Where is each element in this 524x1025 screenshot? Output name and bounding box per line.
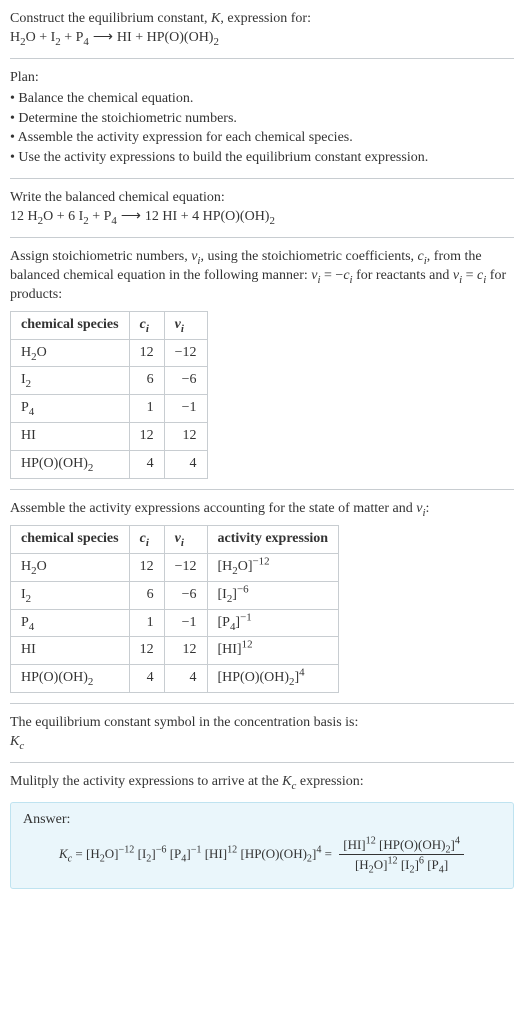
cell-ci: 4 (129, 451, 164, 479)
table-row: I26−6 (11, 367, 208, 395)
divider (10, 178, 514, 179)
table-row: P41−1[P4]−1 (11, 609, 339, 637)
cell-vi: 12 (164, 637, 207, 665)
cell-vi: −1 (164, 609, 207, 637)
table-header-row: chemical species ci νi activity expressi… (11, 525, 339, 553)
cell-ci: 1 (129, 395, 164, 423)
fraction-denominator: [H2O]12 [I2]6 [P4] (339, 855, 464, 874)
cell-species: HP(O)(OH)2 (11, 451, 130, 479)
activity-text: Assemble the activity expressions accoun… (10, 500, 514, 519)
cell-ci: 6 (129, 581, 164, 609)
col-species: chemical species (11, 311, 130, 339)
divider (10, 703, 514, 704)
cell-vi: −12 (164, 553, 207, 581)
cell-species: HP(O)(OH)2 (11, 665, 130, 693)
table-row: H2O12−12[H2O]−12 (11, 553, 339, 581)
cell-ci: 12 (129, 553, 164, 581)
divider (10, 58, 514, 59)
table-row: HI1212 (11, 423, 208, 451)
table-row: HP(O)(OH)244 (11, 451, 208, 479)
intro-block: Construct the equilibrium constant, K, e… (10, 10, 514, 48)
cell-species: P4 (11, 609, 130, 637)
kc-symbol-block: The equilibrium constant symbol in the c… (10, 714, 514, 752)
cell-ci: 4 (129, 665, 164, 693)
plan-label: Plan: (10, 69, 514, 88)
col-ci: ci (129, 525, 164, 553)
unbalanced-equation: H2O + I2 + P4⟶HI + HP(O)(OH)2 (10, 29, 514, 48)
col-species: chemical species (11, 525, 130, 553)
answer-label: Answer: (23, 811, 501, 830)
table-row: P41−1 (11, 395, 208, 423)
cell-vi: −1 (164, 395, 207, 423)
plan-item: Use the activity expressions to build th… (10, 149, 514, 168)
col-activity: activity expression (207, 525, 339, 553)
activity-block: Assemble the activity expressions accoun… (10, 500, 514, 693)
answer-fraction: [HI]12 [HP(O)(OH)2]4 [H2O]12 [I2]6 [P4] (339, 836, 464, 874)
multiply-block: Mulitply the activity expressions to arr… (10, 773, 514, 792)
table-row: HP(O)(OH)244[HP(O)(OH)2]4 (11, 665, 339, 693)
cell-vi: −12 (164, 339, 207, 367)
cell-ci: 12 (129, 423, 164, 451)
cell-activity: [HI]12 (207, 637, 339, 665)
kc-symbol-text: The equilibrium constant symbol in the c… (10, 714, 514, 733)
cell-vi: 4 (164, 665, 207, 693)
activity-table: chemical species ci νi activity expressi… (10, 525, 339, 693)
cell-vi: −6 (164, 581, 207, 609)
stoich-table: chemical species ci νi H2O12−12 I26−6 P4… (10, 311, 208, 479)
cell-ci: 6 (129, 367, 164, 395)
plan-item: Balance the chemical equation. (10, 90, 514, 109)
multiply-text: Mulitply the activity expressions to arr… (10, 773, 514, 792)
table-header-row: chemical species ci νi (11, 311, 208, 339)
plan-item: Assemble the activity expression for eac… (10, 129, 514, 148)
table-row: HI1212[HI]12 (11, 637, 339, 665)
fraction-numerator: [HI]12 [HP(O)(OH)2]4 (339, 836, 464, 856)
col-ci: ci (129, 311, 164, 339)
cell-ci: 1 (129, 609, 164, 637)
cell-species: H2O (11, 553, 130, 581)
cell-activity: [HP(O)(OH)2]4 (207, 665, 339, 693)
cell-activity: [I2]−6 (207, 581, 339, 609)
cell-species: HI (11, 637, 130, 665)
cell-vi: 4 (164, 451, 207, 479)
cell-ci: 12 (129, 637, 164, 665)
balanced-equation: 12 H2O + 6 I2 + P4⟶12 HI + 4 HP(O)(OH)2 (10, 208, 514, 227)
kc-symbol: Kc (10, 733, 514, 752)
cell-species: I2 (11, 581, 130, 609)
divider (10, 762, 514, 763)
stoich-block: Assign stoichiometric numbers, νi, using… (10, 248, 514, 479)
answer-expression: Kc = [H2O]−12 [I2]−6 [P4]−1 [HI]12 [HP(O… (23, 836, 501, 874)
cell-activity: [P4]−1 (207, 609, 339, 637)
cell-activity: [H2O]−12 (207, 553, 339, 581)
cell-species: I2 (11, 367, 130, 395)
cell-species: H2O (11, 339, 130, 367)
plan-item: Determine the stoichiometric numbers. (10, 110, 514, 129)
balanced-block: Write the balanced chemical equation: 12… (10, 189, 514, 227)
cell-species: P4 (11, 395, 130, 423)
table-row: I26−6[I2]−6 (11, 581, 339, 609)
plan-list: Balance the chemical equation. Determine… (10, 90, 514, 169)
balanced-label: Write the balanced chemical equation: (10, 189, 514, 208)
table-row: H2O12−12 (11, 339, 208, 367)
divider (10, 489, 514, 490)
divider (10, 237, 514, 238)
cell-vi: 12 (164, 423, 207, 451)
plan-block: Plan: Balance the chemical equation. Det… (10, 69, 514, 168)
cell-species: HI (11, 423, 130, 451)
stoich-text: Assign stoichiometric numbers, νi, using… (10, 248, 514, 305)
col-vi: νi (164, 311, 207, 339)
cell-vi: −6 (164, 367, 207, 395)
col-vi: νi (164, 525, 207, 553)
answer-box: Answer: Kc = [H2O]−12 [I2]−6 [P4]−1 [HI]… (10, 802, 514, 889)
intro-line1: Construct the equilibrium constant, K, e… (10, 10, 514, 29)
cell-ci: 12 (129, 339, 164, 367)
